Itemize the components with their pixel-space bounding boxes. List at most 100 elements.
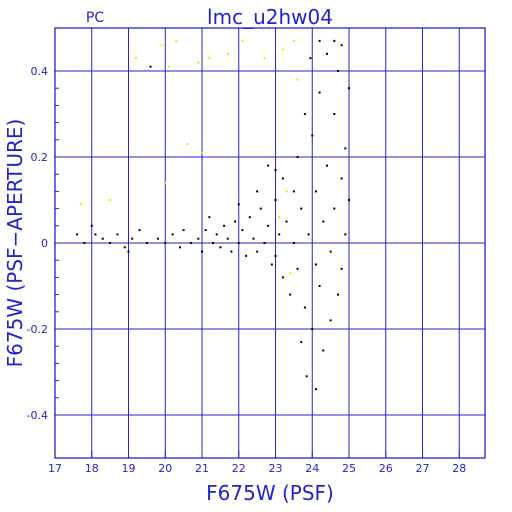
data-point [123, 246, 126, 249]
data-point [333, 39, 336, 42]
x-tick-label: 24 [305, 462, 319, 475]
data-point [90, 224, 93, 227]
data-point [175, 39, 178, 42]
data-point [259, 207, 262, 210]
data-point [79, 203, 82, 206]
data-point [256, 250, 259, 253]
data-point [149, 65, 152, 68]
corner-label: PC [86, 10, 104, 26]
data-point [267, 164, 270, 167]
x-tick-label: 21 [195, 462, 209, 475]
data-point [318, 39, 321, 42]
data-point [281, 276, 284, 279]
data-point [314, 263, 317, 266]
data-point [278, 233, 281, 236]
gridlines [54, 28, 485, 458]
data-point [285, 220, 288, 223]
data-point [134, 57, 137, 60]
data-point [281, 177, 284, 180]
data-point [336, 293, 339, 296]
x-tick-label: 19 [122, 462, 136, 475]
data-point [186, 143, 189, 146]
data-point [189, 242, 192, 244]
data-point [127, 250, 130, 253]
data-point [83, 242, 86, 244]
data-point [348, 87, 351, 90]
x-tick-label: 28 [452, 462, 466, 475]
y-tick-label: 0.4 [31, 65, 49, 78]
data-point [309, 57, 312, 60]
data-point [333, 113, 336, 115]
data-point [281, 48, 284, 51]
x-tick-label: 26 [379, 462, 393, 475]
data-point [322, 349, 325, 352]
tick-labels: 17 18 19 20 21 22 23 24 25 26 27 28 -0.4 -0.2 0 0.2 0.4 [27, 65, 467, 475]
data-point [208, 216, 211, 219]
data-point [292, 39, 295, 42]
data-point [197, 61, 200, 64]
data-point [344, 233, 347, 236]
data-point [237, 242, 240, 244]
x-tick-label: 22 [232, 462, 246, 475]
x-tick-label: 23 [269, 462, 283, 475]
data-point [314, 190, 317, 193]
x-axis-label: F675W (PSF) [206, 481, 334, 505]
data-point [226, 52, 229, 55]
data-point [201, 250, 204, 253]
data-point [311, 328, 314, 330]
data-point [237, 203, 240, 206]
data-point [167, 65, 170, 68]
data-point [303, 113, 306, 115]
data-point [340, 177, 343, 180]
data-point [336, 70, 339, 72]
plot-frame [54, 27, 486, 459]
data-point [333, 207, 336, 210]
data-point [171, 233, 174, 236]
data-point [296, 156, 299, 158]
data-point [160, 44, 163, 47]
data-point [164, 242, 167, 244]
data-point [197, 237, 200, 240]
data-point [300, 207, 303, 210]
data-point [340, 267, 343, 270]
data-point [109, 199, 112, 201]
data-points [76, 39, 351, 391]
y-tick-label: 0 [41, 237, 48, 250]
data-point [292, 242, 295, 244]
data-point [178, 246, 181, 249]
data-point [208, 57, 211, 60]
data-point [164, 181, 167, 184]
data-point [248, 216, 251, 219]
data-point [245, 254, 248, 257]
data-point [109, 242, 112, 244]
data-point [305, 375, 308, 378]
data-point [138, 229, 141, 232]
data-point [76, 233, 79, 236]
y-tick-label: -0.4 [27, 409, 48, 422]
data-point [318, 91, 321, 94]
chart-title: lmc_u2hw04 [207, 5, 333, 29]
data-point [145, 242, 148, 244]
data-point [348, 199, 351, 201]
data-point [131, 237, 134, 240]
data-point [325, 52, 328, 55]
data-point [219, 246, 222, 249]
data-point [270, 263, 273, 266]
y-tick-label: -0.2 [27, 323, 48, 336]
data-point [311, 134, 314, 137]
data-point [256, 190, 259, 193]
data-point [322, 220, 325, 223]
data-point [94, 233, 97, 236]
data-point [204, 229, 207, 232]
data-point [292, 190, 295, 193]
x-tick-label: 17 [48, 462, 62, 475]
data-point [201, 151, 204, 154]
data-point [116, 233, 119, 236]
x-tick-label: 27 [416, 462, 430, 475]
data-point [329, 319, 332, 322]
data-point [156, 237, 159, 240]
data-point [267, 224, 270, 227]
data-point [340, 44, 343, 47]
